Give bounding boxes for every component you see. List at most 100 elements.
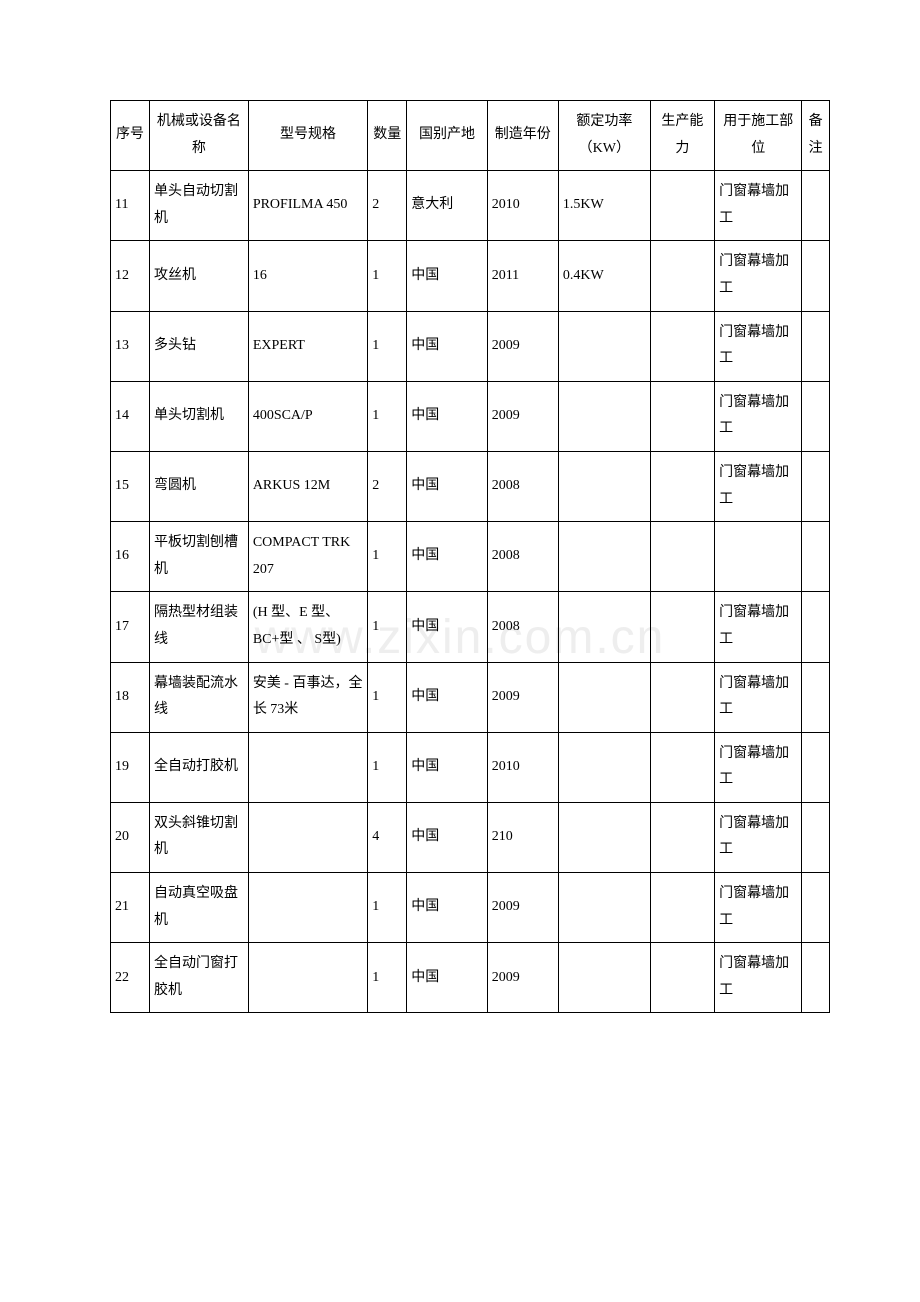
cell-use: 门窗幕墙加工 — [715, 381, 802, 451]
cell-power: 0.4KW — [558, 241, 650, 311]
cell-capacity — [650, 802, 714, 872]
cell-capacity — [650, 732, 714, 802]
cell-model: COMPACT TRK 207 — [248, 522, 367, 592]
cell-power — [558, 592, 650, 662]
cell-qty: 2 — [368, 171, 407, 241]
table-row: 20双头斜锥切割机 4中国210 门窗幕墙加工 — [111, 802, 830, 872]
table-row: 16平板切割刨槽机COMPACT TRK 2071中国2008 — [111, 522, 830, 592]
cell-model: (H 型、E 型、BC+型 、 S型) — [248, 592, 367, 662]
table-header-row: 序号 机械或设备名称 型号规格 数量 国别产地 制造年份 额定功率（KW） 生产… — [111, 101, 830, 171]
cell-capacity — [650, 592, 714, 662]
cell-capacity — [650, 311, 714, 381]
cell-power — [558, 943, 650, 1013]
cell-year: 2011 — [487, 241, 558, 311]
cell-name: 攻丝机 — [150, 241, 249, 311]
cell-year: 2010 — [487, 732, 558, 802]
header-origin: 国别产地 — [407, 101, 487, 171]
cell-use: 门窗幕墙加工 — [715, 311, 802, 381]
cell-seq: 19 — [111, 732, 150, 802]
cell-use: 门窗幕墙加工 — [715, 802, 802, 872]
cell-capacity — [650, 522, 714, 592]
cell-qty: 1 — [368, 241, 407, 311]
cell-capacity — [650, 451, 714, 521]
header-seq: 序号 — [111, 101, 150, 171]
cell-power — [558, 802, 650, 872]
cell-model: 16 — [248, 241, 367, 311]
cell-name: 单头切割机 — [150, 381, 249, 451]
cell-year: 2008 — [487, 592, 558, 662]
cell-note — [802, 311, 830, 381]
cell-seq: 21 — [111, 873, 150, 943]
cell-model — [248, 873, 367, 943]
cell-seq: 16 — [111, 522, 150, 592]
cell-note — [802, 732, 830, 802]
cell-qty: 1 — [368, 732, 407, 802]
cell-name: 隔热型材组装线 — [150, 592, 249, 662]
header-capacity: 生产能力 — [650, 101, 714, 171]
table-row: 11单头自动切割机PROFILMA 4502意大利20101.5KW门窗幕墙加工 — [111, 171, 830, 241]
cell-seq: 13 — [111, 311, 150, 381]
cell-note — [802, 873, 830, 943]
cell-note — [802, 662, 830, 732]
cell-origin: 中国 — [407, 451, 487, 521]
cell-capacity — [650, 171, 714, 241]
cell-origin: 中国 — [407, 732, 487, 802]
cell-note — [802, 381, 830, 451]
cell-qty: 4 — [368, 802, 407, 872]
cell-origin: 中国 — [407, 311, 487, 381]
cell-use: 门窗幕墙加工 — [715, 592, 802, 662]
header-use: 用于施工部位 — [715, 101, 802, 171]
cell-year: 2009 — [487, 943, 558, 1013]
cell-year: 2009 — [487, 381, 558, 451]
cell-name: 多头钻 — [150, 311, 249, 381]
cell-origin: 中国 — [407, 802, 487, 872]
cell-capacity — [650, 873, 714, 943]
cell-capacity — [650, 241, 714, 311]
header-qty: 数量 — [368, 101, 407, 171]
cell-origin: 中国 — [407, 873, 487, 943]
cell-power — [558, 732, 650, 802]
cell-power — [558, 451, 650, 521]
cell-name: 平板切割刨槽机 — [150, 522, 249, 592]
cell-year: 2008 — [487, 522, 558, 592]
table-row: 14单头切割机400SCA/P1中国2009门窗幕墙加工 — [111, 381, 830, 451]
header-model: 型号规格 — [248, 101, 367, 171]
cell-capacity — [650, 381, 714, 451]
cell-seq: 17 — [111, 592, 150, 662]
table-row: 15弯圆机ARKUS 12M2中国2008门窗幕墙加工 — [111, 451, 830, 521]
cell-use: 门窗幕墙加工 — [715, 732, 802, 802]
cell-note — [802, 802, 830, 872]
header-year: 制造年份 — [487, 101, 558, 171]
cell-qty: 1 — [368, 662, 407, 732]
cell-year: 210 — [487, 802, 558, 872]
cell-seq: 15 — [111, 451, 150, 521]
table-row: 18幕墙装配流水线安美 - 百事达，全长 73米1中国2009门窗幕墙加工 — [111, 662, 830, 732]
cell-use: 门窗幕墙加工 — [715, 873, 802, 943]
cell-use: 门窗幕墙加工 — [715, 171, 802, 241]
cell-seq: 12 — [111, 241, 150, 311]
header-name: 机械或设备名称 — [150, 101, 249, 171]
cell-origin: 中国 — [407, 381, 487, 451]
table-body: 11单头自动切割机PROFILMA 4502意大利20101.5KW门窗幕墙加工… — [111, 171, 830, 1013]
cell-seq: 11 — [111, 171, 150, 241]
cell-power: 1.5KW — [558, 171, 650, 241]
table-row: 19全自动打胶机1中国2010门窗幕墙加工 — [111, 732, 830, 802]
cell-name: 双头斜锥切割机 — [150, 802, 249, 872]
cell-qty: 1 — [368, 943, 407, 1013]
table-row: 17隔热型材组装线(H 型、E 型、BC+型 、 S型)1中国2008门窗幕墙加… — [111, 592, 830, 662]
cell-capacity — [650, 943, 714, 1013]
cell-note — [802, 522, 830, 592]
cell-model: ARKUS 12M — [248, 451, 367, 521]
cell-note — [802, 451, 830, 521]
cell-seq: 20 — [111, 802, 150, 872]
cell-power — [558, 381, 650, 451]
cell-year: 2009 — [487, 311, 558, 381]
cell-use — [715, 522, 802, 592]
header-power: 额定功率（KW） — [558, 101, 650, 171]
cell-origin: 中国 — [407, 592, 487, 662]
cell-qty: 1 — [368, 381, 407, 451]
cell-origin: 中国 — [407, 241, 487, 311]
cell-name: 幕墙装配流水线 — [150, 662, 249, 732]
cell-power — [558, 873, 650, 943]
cell-use: 门窗幕墙加工 — [715, 662, 802, 732]
